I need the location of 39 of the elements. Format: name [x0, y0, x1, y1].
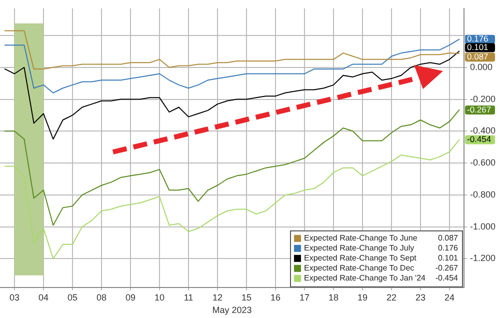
x-tick-label: 24: [444, 292, 455, 302]
x-tick-label: 03: [9, 292, 20, 302]
x-tick-label: 23: [415, 292, 426, 302]
y-tick-label: -0.600: [470, 158, 496, 168]
y-tick-label: -0.800: [470, 189, 496, 200]
x-tick-label: 16: [270, 292, 281, 302]
data-label: -0.267: [467, 104, 492, 114]
y-tick-label: 0.000: [470, 62, 493, 72]
x-tick-label: 18: [328, 292, 339, 302]
legend-label: Expected Rate-Change To Sept: [304, 254, 418, 263]
y-tick-label: -1.200: [470, 253, 496, 264]
legend-label: Expected Rate-Change To July: [304, 244, 414, 253]
data-label: 0.087: [467, 51, 489, 62]
y-tick-label: -1.000: [470, 221, 496, 232]
y-tick-label: -0.200: [470, 94, 496, 104]
x-tick-label: 08: [96, 292, 107, 302]
x-tick-label: 22: [386, 292, 397, 302]
text: -0.267: [435, 264, 458, 273]
y-tick-label: -0.400: [470, 126, 496, 136]
x-tick-label: 19: [357, 292, 368, 302]
x-tick-label: 05: [67, 292, 78, 302]
legend-label: Expected Rate-Change To June: [304, 234, 418, 243]
text: 0.101: [438, 254, 458, 263]
text: 0.087: [438, 234, 458, 243]
x-tick-label: 17: [299, 292, 310, 302]
x-tick-label: 15: [241, 292, 252, 302]
x-axis-title: May 2023: [212, 305, 252, 316]
x-tick-label: 10: [154, 292, 165, 302]
data-label: 0.176: [467, 34, 489, 44]
text: -0.454: [435, 274, 458, 283]
x-tick-label: 04: [38, 292, 49, 302]
x-tick-label: 11: [184, 292, 194, 302]
x-tick-label: 12: [212, 292, 223, 302]
data-label: -0.454: [467, 134, 492, 144]
x-tick-label: 09: [125, 292, 136, 302]
text: 0.176: [438, 244, 458, 253]
data-label: 0.101: [467, 42, 489, 52]
legend-label: Expected Rate-Change To Jan '24: [304, 274, 426, 283]
legend-label: Expected Rate-Change To Dec: [304, 264, 414, 273]
